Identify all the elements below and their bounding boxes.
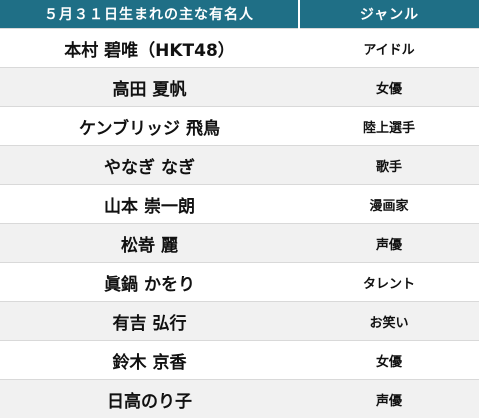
celebrity-genre: タレント [299,263,479,302]
table-row: 松嵜 麗 声優 [0,224,479,263]
column-header-genre: ジャンル [299,0,479,29]
celebrity-name: 眞鍋 かをり [0,263,299,302]
celebrity-genre: お笑い [299,302,479,341]
celebrity-name: ケンブリッジ 飛鳥 [0,107,299,146]
celebrity-name: 鈴木 京香 [0,341,299,380]
table-row: 日高のり子 声優 [0,380,479,418]
celebrity-genre: 声優 [299,224,479,263]
celebrity-name: 本村 碧唯（HKT48） [0,29,299,68]
celebrity-name: 松嵜 麗 [0,224,299,263]
table-row: 本村 碧唯（HKT48） アイドル [0,29,479,68]
table-row: 眞鍋 かをり タレント [0,263,479,302]
table-row: 山本 崇一朗 漫画家 [0,185,479,224]
celebrity-genre: 女優 [299,68,479,107]
celebrity-name: 有吉 弘行 [0,302,299,341]
table-row: ケンブリッジ 飛鳥 陸上選手 [0,107,479,146]
table-row: 高田 夏帆 女優 [0,68,479,107]
celebrity-genre: 歌手 [299,146,479,185]
table-header-row: ５月３１日生まれの主な有名人 ジャンル [0,0,479,29]
table-row: 鈴木 京香 女優 [0,341,479,380]
celebrity-name: やなぎ なぎ [0,146,299,185]
celebrity-name: 高田 夏帆 [0,68,299,107]
celebrity-name: 日高のり子 [0,380,299,418]
table-row: 有吉 弘行 お笑い [0,302,479,341]
celebrity-genre: 漫画家 [299,185,479,224]
celebrity-name: 山本 崇一朗 [0,185,299,224]
celebrity-genre: 女優 [299,341,479,380]
table-row: やなぎ なぎ 歌手 [0,146,479,185]
celebrity-genre: 声優 [299,380,479,418]
column-header-name: ５月３１日生まれの主な有名人 [0,0,299,29]
celebrity-genre: アイドル [299,29,479,68]
celebrity-genre: 陸上選手 [299,107,479,146]
